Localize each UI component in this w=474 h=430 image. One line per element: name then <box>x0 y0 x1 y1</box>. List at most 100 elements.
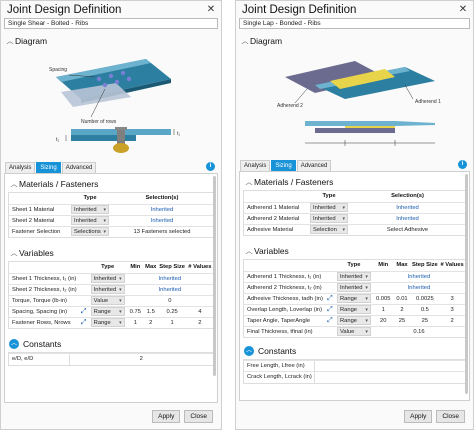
type-dropdown[interactable]: Inherited ▾ <box>90 274 125 283</box>
value-field[interactable]: 0 <box>126 294 213 306</box>
selection-link[interactable]: Inherited <box>350 201 465 213</box>
constants-section-header[interactable]: ︿ Constants <box>5 337 217 350</box>
chevron-down-icon: ▾ <box>119 319 122 326</box>
chevron-up-icon[interactable]: ︿ <box>10 249 18 257</box>
chevron-up-icon[interactable]: ︿ <box>10 180 18 188</box>
values-field[interactable]: 2 <box>439 314 465 326</box>
apply-button[interactable]: Apply <box>152 410 181 423</box>
variables-section-header[interactable]: ︿ Variables <box>240 244 469 257</box>
edit-range-icon[interactable]: ⤢ <box>324 292 335 304</box>
materials-section-header[interactable]: ︿ Materials / Fasteners <box>5 177 217 190</box>
constant-value-field[interactable] <box>313 360 465 372</box>
scrollbar[interactable] <box>465 174 468 394</box>
type-dropdown[interactable]: Inherited ▾ <box>336 283 371 292</box>
info-icon[interactable]: i <box>206 162 215 171</box>
close-icon[interactable]: ✕ <box>458 4 468 15</box>
type-dropdown[interactable]: Range ▾ <box>336 294 371 303</box>
inherited-link[interactable]: Inherited <box>372 281 465 293</box>
tab-sizing[interactable]: Sizing <box>271 160 296 171</box>
type-dropdown[interactable]: Range ▾ <box>336 316 371 325</box>
chevron-up-icon[interactable]: ︿ <box>244 345 254 356</box>
min-field[interactable]: 0.75 <box>126 305 144 317</box>
max-field[interactable]: 2 <box>143 316 158 328</box>
tab-analysis[interactable]: Analysis <box>240 160 271 171</box>
constants-heading: Constants <box>258 345 297 356</box>
edit-range-icon[interactable]: ⤢ <box>78 316 89 328</box>
values-field[interactable]: 2 <box>186 316 213 328</box>
type-dropdown[interactable]: Selection ▾ <box>310 225 348 235</box>
constants-section-header[interactable]: ︿ Constants <box>240 344 469 357</box>
type-dropdown[interactable]: Inherited ▾ <box>310 214 348 223</box>
edit-range-icon[interactable]: ⤢ <box>324 303 335 315</box>
close-icon[interactable]: ✕ <box>206 4 216 15</box>
chevron-up-icon[interactable]: ︿ <box>245 178 253 186</box>
chevron-up-icon[interactable]: ︿ <box>245 247 253 255</box>
inherited-link[interactable]: Inherited <box>126 272 213 284</box>
materials-section-header[interactable]: ︿ Materials / Fasteners <box>240 175 469 188</box>
values-field[interactable]: 4 <box>186 305 213 317</box>
close-button[interactable]: Close <box>184 410 213 423</box>
tab-advanced[interactable]: Advanced <box>61 162 97 173</box>
max-field[interactable]: 0.01 <box>393 292 411 304</box>
min-field[interactable]: 1 <box>372 303 394 315</box>
max-field[interactable]: 2 <box>393 303 411 315</box>
tab-analysis[interactable]: Analysis <box>5 162 36 173</box>
min-field[interactable]: 0.005 <box>372 292 394 304</box>
min-field[interactable]: 20 <box>372 314 394 326</box>
chevron-up-icon[interactable]: ︿ <box>6 37 14 45</box>
type-dropdown[interactable]: Inherited ▾ <box>336 272 371 281</box>
col-min: Min <box>130 264 141 271</box>
type-dropdown[interactable]: Range ▾ <box>90 307 125 316</box>
info-icon[interactable]: i <box>458 160 467 169</box>
edit-range-icon[interactable]: ⤢ <box>324 314 335 326</box>
max-field[interactable]: 1.5 <box>143 305 158 317</box>
type-dropdown[interactable]: Inherited ▾ <box>90 285 125 294</box>
step-field[interactable]: 0.5 <box>410 303 440 315</box>
dropdown-value: Range <box>93 319 111 326</box>
type-dropdown[interactable]: Range ▾ <box>336 305 371 314</box>
chevron-down-icon: ▾ <box>342 215 345 222</box>
values-field[interactable]: 3 <box>439 292 465 304</box>
selection-link[interactable]: Inherited <box>350 212 465 224</box>
scrollbar[interactable] <box>213 176 216 376</box>
chevron-down-icon: ▾ <box>365 317 368 324</box>
selection-value[interactable]: Select Adhesive <box>350 223 465 235</box>
selection-value[interactable]: 13 Fasteners selected <box>111 225 213 237</box>
tab-sizing[interactable]: Sizing <box>36 162 61 173</box>
variables-section-header[interactable]: ︿ Variables <box>5 246 217 259</box>
type-dropdown[interactable]: Inherited ▾ <box>71 205 109 214</box>
step-field[interactable]: 1 <box>157 316 187 328</box>
selection-link[interactable]: Inherited <box>111 203 213 215</box>
chevron-down-icon: ▾ <box>365 306 368 313</box>
tab-advanced[interactable]: Advanced <box>296 160 332 171</box>
edit-range-icon[interactable]: ⤢ <box>78 305 89 317</box>
type-dropdown[interactable]: Value ▾ <box>336 327 371 337</box>
table-row: Crack Length, Lcrack (in) <box>244 371 465 383</box>
selection-link[interactable]: Inherited <box>111 214 213 226</box>
value-field[interactable]: 0.16 <box>372 325 465 337</box>
constant-value-field[interactable] <box>313 371 465 383</box>
dropdown-value: Range <box>339 317 358 324</box>
close-button[interactable]: Close <box>436 410 465 423</box>
constant-value-field[interactable]: 2 <box>68 353 213 365</box>
min-field[interactable]: 1 <box>126 316 144 328</box>
apply-button[interactable]: Apply <box>404 410 433 423</box>
type-dropdown[interactable]: Selections ▾ <box>71 227 109 237</box>
col-max: Max <box>396 262 408 269</box>
diagram-section-header[interactable]: ︿ Diagram <box>236 34 473 47</box>
chevron-up-icon[interactable]: ︿ <box>9 338 19 349</box>
chevron-up-icon[interactable]: ︿ <box>241 37 249 45</box>
row-label: Free Length, Lfree (in) <box>244 360 315 372</box>
step-field[interactable]: 0.0025 <box>410 292 440 304</box>
type-dropdown[interactable]: Inherited ▾ <box>310 203 348 212</box>
step-field[interactable]: 0.25 <box>157 305 187 317</box>
type-dropdown[interactable]: Value ▾ <box>90 296 125 305</box>
type-dropdown[interactable]: Range ▾ <box>90 318 125 328</box>
step-field[interactable]: 25 <box>410 314 440 326</box>
diagram-section-header[interactable]: ︿ Diagram <box>1 34 221 47</box>
values-field[interactable]: 3 <box>439 303 465 315</box>
type-dropdown[interactable]: Inherited ▾ <box>71 216 109 225</box>
max-field[interactable]: 25 <box>393 314 411 326</box>
inherited-link[interactable]: Inherited <box>126 283 213 295</box>
inherited-link[interactable]: Inherited <box>372 270 465 282</box>
